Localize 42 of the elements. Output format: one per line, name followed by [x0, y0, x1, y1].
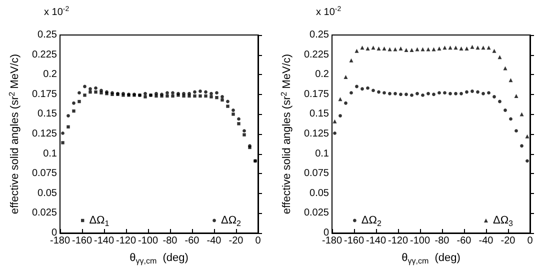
y-tick-label: 0.15 [38, 108, 58, 120]
x-tick-label: -160 [344, 236, 364, 246]
y-tick-label: 0.125 [304, 128, 330, 140]
y-tick-label: 0.175 [32, 88, 58, 100]
y-tick-label: 0.225 [304, 49, 330, 60]
x-tick-label: -40 [206, 236, 222, 246]
y-axis-title: effective solid angles (sr2 MeV/c) [8, 54, 21, 214]
y-axis-title: effective solid angles (sr2 MeV/c) [280, 54, 293, 214]
y-tick-label: 0.05 [38, 188, 58, 199]
y-tick-label: 0.225 [32, 49, 58, 60]
y-tick-label: 0.125 [32, 128, 58, 140]
y-tick-label: 0.25 [38, 30, 58, 40]
y-tick-label: 0.175 [304, 88, 330, 100]
x-tick-label: -180 [322, 236, 342, 246]
y-tick-label: 0.075 [304, 168, 330, 180]
x-tick-label: -60 [184, 236, 200, 246]
y-tick-label: 0.025 [32, 208, 58, 219]
y-tick-label: 0.25 [310, 30, 330, 40]
x-tick-label: -120 [388, 236, 408, 246]
y-tick-label: 0.1 [315, 148, 330, 160]
y-tick-label: 0.2 [315, 69, 330, 80]
x-tick-label: -180 [50, 236, 70, 246]
y-tick-label: 0.1 [43, 148, 58, 160]
x-tick-label: -80 [162, 236, 178, 246]
x-tick-label: -20 [228, 236, 244, 246]
x-tick-label: 0 [527, 236, 534, 246]
x-tick-label: -80 [434, 236, 450, 246]
x-tick-label: -140 [94, 236, 114, 246]
x-tick-label: -20 [500, 236, 516, 246]
x-tick-label: 0 [255, 236, 262, 246]
x-tick-label: -40 [478, 236, 494, 246]
y-tick-label: 0.15 [310, 108, 330, 120]
x-tick-label: -160 [72, 236, 92, 246]
x-tick-label: -120 [116, 236, 136, 246]
x-tick-label: -60 [456, 236, 472, 246]
y-tick-label: 0.2 [43, 69, 58, 80]
x-tick-label: -100 [410, 236, 430, 246]
x-tick-label: -100 [138, 236, 158, 246]
y-tick-label: 0.025 [304, 208, 330, 219]
x-tick-label: -140 [366, 236, 386, 246]
y-tick-label: 0.05 [310, 188, 330, 199]
y-tick-label: 0.075 [32, 168, 58, 180]
